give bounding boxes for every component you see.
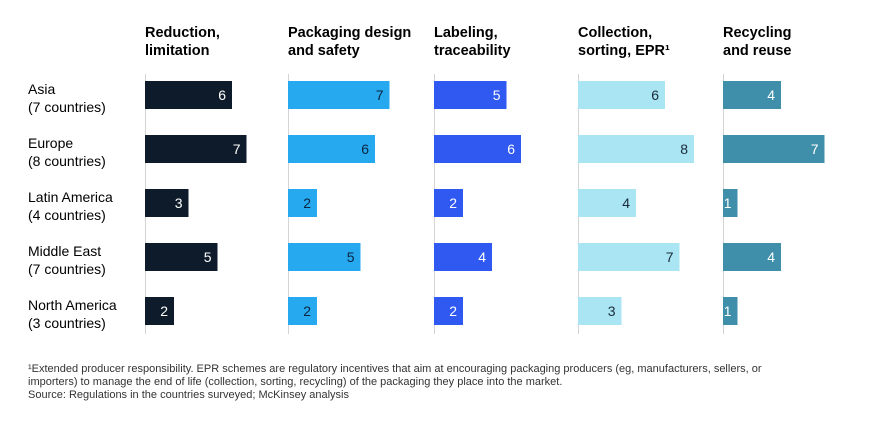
bar-s1-r4: [145, 243, 218, 271]
footnote-line-1: ¹Extended producer responsibility. EPR s…: [28, 363, 762, 375]
data-label-s1-r5: 2: [160, 303, 168, 319]
bar-s3-r5: [434, 297, 463, 325]
bar-s2-r2: [288, 135, 375, 163]
data-label-s4-r5: 3: [608, 303, 616, 319]
source-note: Source: Regulations in the countries sur…: [28, 389, 349, 401]
column-header-4: Collection, sorting, EPR¹: [578, 25, 670, 59]
data-label-s3-r4: 4: [478, 249, 486, 265]
data-label-s5-r3: 1: [724, 195, 732, 211]
data-label-s3-r1: 5: [493, 87, 501, 103]
footnote-line-2: importers) to manage the end of life (co…: [28, 376, 563, 388]
bar-s1-r2: [145, 135, 247, 163]
data-label-s4-r3: 4: [622, 195, 630, 211]
column-header-5: Recycling and reuse: [723, 25, 792, 59]
bar-s3-r2: [434, 135, 521, 163]
bar-s4-r5: [578, 297, 622, 325]
bar-s4-r1: [578, 81, 665, 109]
bar-s4-r2: [578, 135, 694, 163]
data-label-s5-r2: 7: [811, 141, 819, 157]
bar-s5-r5: [723, 297, 738, 325]
bar-s2-r5: [288, 297, 317, 325]
column-header-3: Labeling, traceability: [434, 25, 511, 59]
data-label-s2-r1: 7: [376, 87, 384, 103]
bar-s3-r3: [434, 189, 463, 217]
data-label-s4-r1: 6: [651, 87, 659, 103]
bar-s4-r3: [578, 189, 636, 217]
data-label-s2-r2: 6: [361, 141, 369, 157]
footnote: ¹Extended producer responsibility. EPR s…: [28, 363, 828, 402]
data-label-s1-r4: 5: [204, 249, 212, 265]
data-label-s5-r5: 1: [724, 303, 732, 319]
data-label-s1-r3: 3: [175, 195, 183, 211]
data-label-s4-r4: 7: [666, 249, 674, 265]
bar-s3-r1: [434, 81, 507, 109]
column-header-2: Packaging design and safety: [288, 25, 412, 59]
bar-s1-r5: [145, 297, 174, 325]
data-label-s4-r2: 8: [680, 141, 688, 157]
row-label-3: Latin America (4 countries): [28, 189, 113, 223]
bar-s5-r3: [723, 189, 738, 217]
bar-s2-r1: [288, 81, 390, 109]
data-label-s3-r2: 6: [507, 141, 515, 157]
data-label-s1-r2: 7: [233, 141, 241, 157]
bar-s5-r4: [723, 243, 781, 271]
row-label-1: Asia (7 countries): [28, 81, 106, 115]
bar-s3-r4: [434, 243, 492, 271]
data-label-s2-r4: 5: [347, 249, 355, 265]
data-label-s3-r3: 2: [449, 195, 457, 211]
row-label-4: Middle East (7 countries): [28, 243, 106, 277]
bar-s1-r3: [145, 189, 189, 217]
bar-s4-r4: [578, 243, 680, 271]
bar-s2-r3: [288, 189, 317, 217]
bar-s5-r2: [723, 135, 825, 163]
bar-s2-r4: [288, 243, 361, 271]
bar-s5-r1: [723, 81, 781, 109]
row-label-5: North America (3 countries): [28, 297, 117, 331]
data-label-s5-r1: 4: [767, 87, 775, 103]
data-label-s2-r5: 2: [303, 303, 311, 319]
column-header-1: Reduction, limitation: [145, 25, 220, 59]
data-label-s1-r1: 6: [218, 87, 226, 103]
data-label-s2-r3: 2: [303, 195, 311, 211]
row-label-2: Europe (8 countries): [28, 135, 106, 169]
data-label-s5-r4: 4: [767, 249, 775, 265]
bar-s1-r1: [145, 81, 232, 109]
data-label-s3-r5: 2: [449, 303, 457, 319]
